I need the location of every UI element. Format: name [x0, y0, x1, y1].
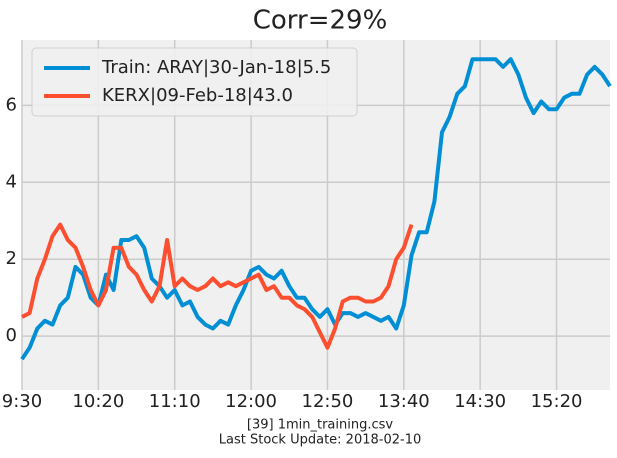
x-tick-label: 13:40: [378, 391, 430, 412]
legend-label: Train: ARAY|30-Jan-18|5.5: [101, 57, 331, 78]
y-tick-label: 6: [6, 94, 17, 115]
x-tick-label: 9:30: [2, 391, 42, 412]
y-tick-label: 2: [6, 248, 17, 269]
x-tick-label: 15:20: [531, 391, 583, 412]
legend-label: KERX|09-Feb-18|43.0: [102, 85, 293, 106]
x-tick-label: 11:10: [149, 391, 201, 412]
footer-file: [39] 1min_training.csv: [247, 418, 394, 433]
legend-box: [31, 47, 358, 117]
y-tick-label: 0: [6, 325, 17, 346]
x-tick-label: 14:30: [454, 391, 506, 412]
x-tick-label: 12:00: [225, 391, 277, 412]
x-tick-label: 10:20: [72, 391, 124, 412]
footer-update: Last Stock Update: 2018-02-10: [219, 433, 421, 448]
y-tick-label: 4: [6, 171, 17, 192]
chart-title: Corr=29%: [253, 6, 388, 36]
legend: Train: ARAY|30-Jan-18|5.5 KERX|09-Feb-18|…: [31, 47, 358, 117]
x-tick-label: 12:50: [302, 391, 354, 412]
series-line: [21, 222, 414, 350]
